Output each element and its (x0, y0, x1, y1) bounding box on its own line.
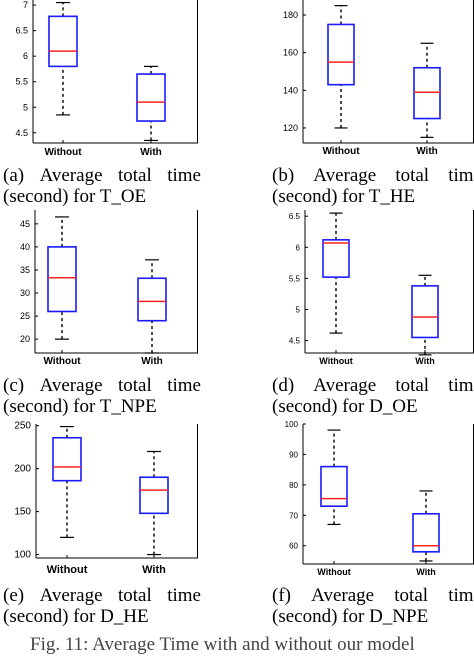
box-iqr (411, 285, 439, 339)
y-tick-label: 100 (285, 420, 299, 429)
y-tick-label: 5.5 (15, 77, 28, 87)
y-tick-label: 4.5 (15, 128, 28, 138)
caption-c: (c) Average total time (second) for T_NPE (3, 375, 201, 417)
y-tick-label: 60 (289, 542, 298, 551)
y-tick-label: 7 (23, 0, 28, 10)
box-iqr (137, 277, 167, 322)
box-iqr (320, 465, 348, 507)
y-tick-label: 6 (296, 243, 301, 252)
box-iqr (47, 246, 77, 313)
y-tick-label: 35 (20, 265, 30, 275)
y-tick-label: 70 (289, 511, 298, 520)
y-tick-label: 150 (14, 507, 31, 518)
y-tick-label: 40 (20, 242, 30, 252)
box-iqr (322, 239, 350, 278)
y-tick-label: 25 (20, 311, 30, 321)
y-tick-label: 180 (283, 10, 298, 20)
y-tick-label: 45 (20, 219, 30, 229)
y-tick-label: 100 (14, 550, 31, 561)
y-tick-label: 160 (283, 48, 298, 58)
figure-caption: Fig. 11: Average Time with and without o… (30, 634, 415, 655)
box-iqr (327, 23, 355, 86)
y-tick-label: 6.5 (289, 212, 301, 221)
y-tick-label: 80 (289, 481, 298, 490)
x-tick-label: Without (319, 356, 352, 366)
caption-e: (e) Average total time (second) for D_HE (3, 585, 201, 627)
y-tick-label: 140 (283, 85, 298, 95)
box-iqr (412, 512, 440, 553)
x-tick-label: Without (322, 146, 360, 157)
box-iqr (136, 73, 166, 122)
x-tick-label: Without (44, 147, 82, 158)
x-tick-label: With (416, 567, 435, 577)
y-tick-label: 6 (23, 51, 28, 61)
x-tick-label: With (142, 564, 166, 576)
y-tick-label: 5 (23, 102, 28, 112)
box-iqr (139, 476, 169, 515)
y-tick-label: 90 (289, 450, 298, 459)
y-tick-label: 30 (20, 288, 30, 298)
box-iqr (413, 66, 441, 120)
x-tick-label: Without (43, 356, 81, 367)
y-tick-label: 5.5 (289, 274, 301, 283)
boxplot-panel-f: 60 70 80 90 100 Without With (285, 420, 474, 577)
boxplot-panel-e: 100 150 200 250 Without With (14, 421, 198, 576)
x-tick-label: With (415, 356, 434, 366)
box-iqr (52, 436, 82, 482)
boxplot-panel-b: 120 140 160 180 Without With (283, 0, 474, 157)
y-tick-label: 4.5 (289, 337, 301, 346)
boxplot-panel-a: 4.5 5 5.5 6 6.5 7 Without With (15, 0, 198, 158)
y-tick-label: 200 (14, 464, 31, 475)
y-tick-label: 20 (20, 334, 30, 344)
y-tick-label: 5 (296, 305, 301, 314)
x-tick-label: With (141, 356, 163, 367)
x-tick-label: Without (317, 567, 350, 577)
y-tick-label: 120 (283, 123, 298, 133)
y-tick-label: 250 (14, 421, 31, 432)
boxplot-panel-c: 20 25 30 35 40 45 Without With (20, 210, 198, 367)
x-tick-label: With (140, 147, 162, 158)
x-tick-label: With (416, 146, 438, 157)
box-iqr (48, 15, 78, 68)
caption-a: (a) Average total time (second) for T_OE (3, 165, 201, 207)
x-tick-label: Without (47, 564, 88, 576)
y-tick-label: 6.5 (15, 26, 28, 36)
boxplot-panel-d: 4.5 5 5.5 6 6.5 Without With (289, 210, 474, 366)
